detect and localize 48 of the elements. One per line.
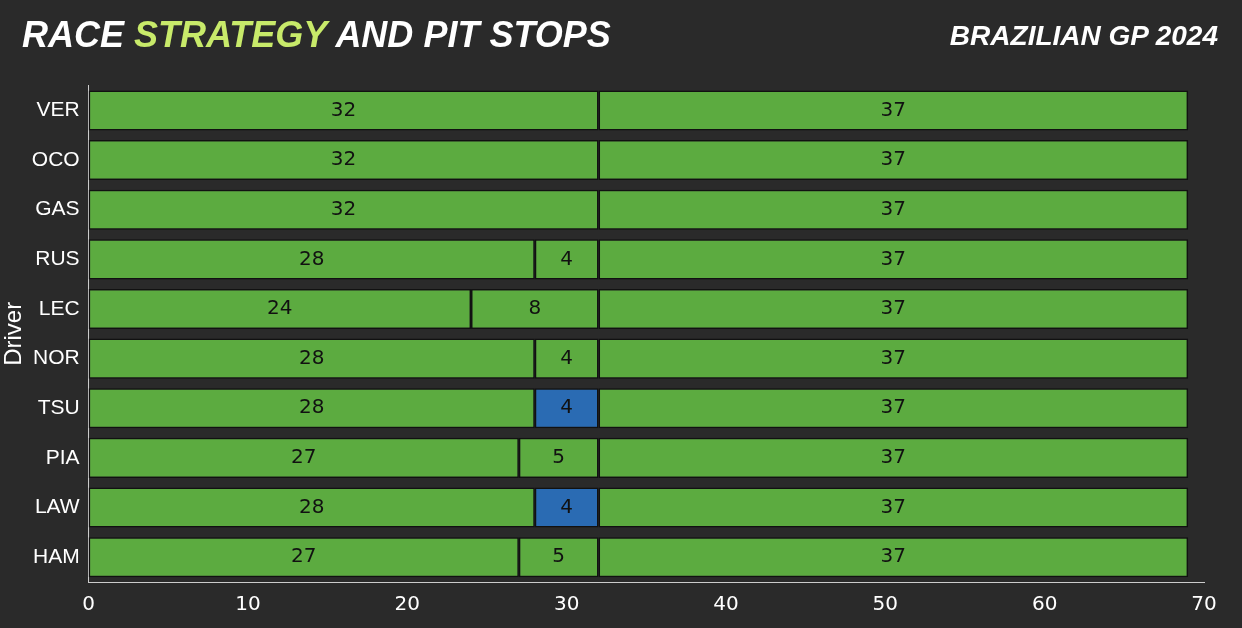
data-label: 37	[880, 146, 907, 171]
data-label: 4	[560, 245, 574, 270]
data-label: 27	[291, 543, 317, 568]
data-label: 28	[298, 245, 325, 270]
data-label: 32	[330, 195, 357, 220]
y-tick-label: PIA	[45, 444, 80, 468]
data-label: 5	[552, 543, 566, 568]
x-tick-label: 20	[394, 591, 421, 616]
x-tick-label: 10	[235, 591, 261, 616]
y-tick-label: NOR	[32, 345, 80, 369]
data-label: 4	[560, 493, 574, 518]
x-tick-label: 30	[553, 591, 580, 616]
y-tick-label: VER	[36, 97, 80, 121]
y-tick-label: TSU	[37, 395, 80, 419]
data-label: 37	[880, 394, 907, 419]
data-label: 37	[880, 195, 907, 220]
data-label: 8	[528, 295, 542, 320]
data-label: 27	[291, 444, 317, 469]
data-label: 32	[330, 96, 357, 121]
chart-subtitle: BRAZILIAN GP 2024	[949, 20, 1218, 52]
y-tick-label: RUS	[35, 246, 80, 270]
data-label: 32	[330, 146, 357, 171]
y-tick-label: LAW	[34, 494, 80, 518]
data-label: 37	[880, 543, 907, 568]
data-label: 5	[552, 444, 566, 469]
data-label: 37	[880, 493, 907, 518]
y-tick-label: LEC	[38, 295, 80, 319]
y-axis-title: Driver	[0, 301, 27, 366]
data-label: 28	[298, 344, 325, 369]
chart-title: RACE STRATEGY AND PIT STOPS	[22, 14, 611, 55]
data-label: 28	[298, 493, 325, 518]
y-tick-label: OCO	[31, 146, 80, 170]
data-label: 28	[298, 394, 325, 419]
data-label: 24	[267, 295, 293, 320]
x-tick-label: 0	[82, 591, 95, 616]
x-tick-label: 70	[1191, 591, 1217, 616]
data-label: 37	[880, 344, 907, 369]
data-label: 37	[880, 444, 907, 469]
data-label: 4	[560, 394, 574, 419]
x-tick-label: 40	[713, 591, 739, 616]
data-label: 37	[880, 96, 907, 121]
y-tick-label: GAS	[35, 196, 80, 220]
data-label: 37	[880, 295, 907, 320]
y-tick-label: HAM	[32, 543, 80, 567]
x-tick-label: 60	[1031, 591, 1058, 616]
data-label: 4	[560, 344, 574, 369]
x-tick-label: 50	[872, 591, 899, 616]
data-label: 37	[880, 245, 907, 270]
